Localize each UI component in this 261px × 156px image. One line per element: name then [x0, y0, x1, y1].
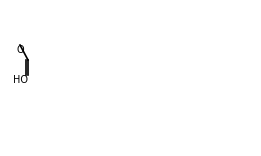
Text: O: O [16, 45, 24, 55]
Text: HO: HO [13, 75, 27, 85]
